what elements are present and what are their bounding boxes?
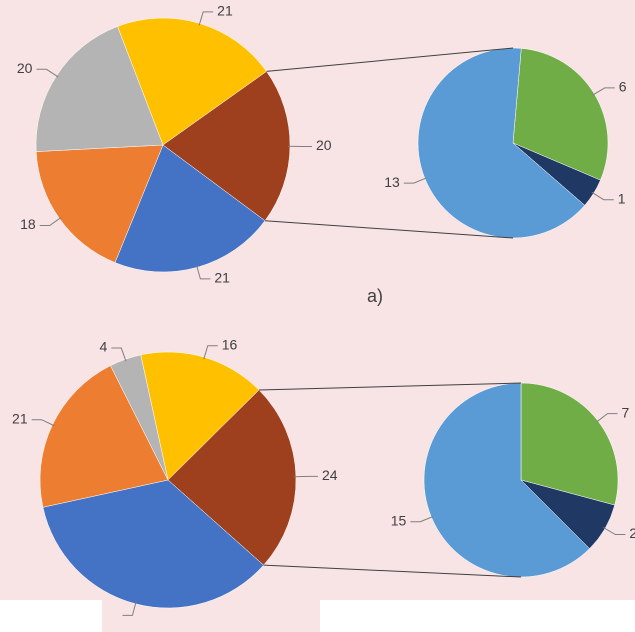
- data-label: 4: [99, 339, 107, 355]
- data-label: 1: [618, 190, 626, 206]
- leader-line: [203, 345, 218, 360]
- leader-line: [403, 177, 427, 184]
- leader-line: [31, 419, 55, 427]
- blank-area: [0, 600, 102, 632]
- data-label: 21: [12, 410, 28, 426]
- leader-line: [122, 601, 137, 616]
- data-label: 2: [629, 525, 635, 541]
- leader-line: [592, 87, 615, 96]
- data-label: 13: [384, 174, 400, 190]
- leader-line: [198, 11, 214, 26]
- leader-line: [196, 265, 211, 280]
- data-label: 7: [621, 404, 629, 420]
- leader-line: [603, 527, 626, 535]
- annotation: a): [367, 286, 383, 306]
- connector-line: [266, 47, 514, 72]
- data-label: 16: [222, 336, 238, 352]
- leader-line: [410, 515, 434, 523]
- leader-line: [596, 413, 618, 423]
- data-label: 21: [217, 3, 233, 19]
- connector-line: [263, 564, 522, 578]
- blank-area: [320, 600, 635, 632]
- data-label: 15: [391, 512, 407, 528]
- data-label: 18: [20, 216, 36, 232]
- data-label: 20: [17, 60, 33, 76]
- data-label: 6: [619, 79, 627, 95]
- leader-line: [36, 68, 59, 78]
- leader-line: [591, 191, 614, 201]
- data-label: 20: [316, 137, 332, 153]
- data-label: 21: [214, 270, 230, 286]
- leader-line: [111, 347, 127, 362]
- leader-line: [39, 217, 62, 227]
- connector-line: [264, 220, 514, 239]
- connector-line: [258, 382, 522, 391]
- data-label: 24: [322, 467, 338, 483]
